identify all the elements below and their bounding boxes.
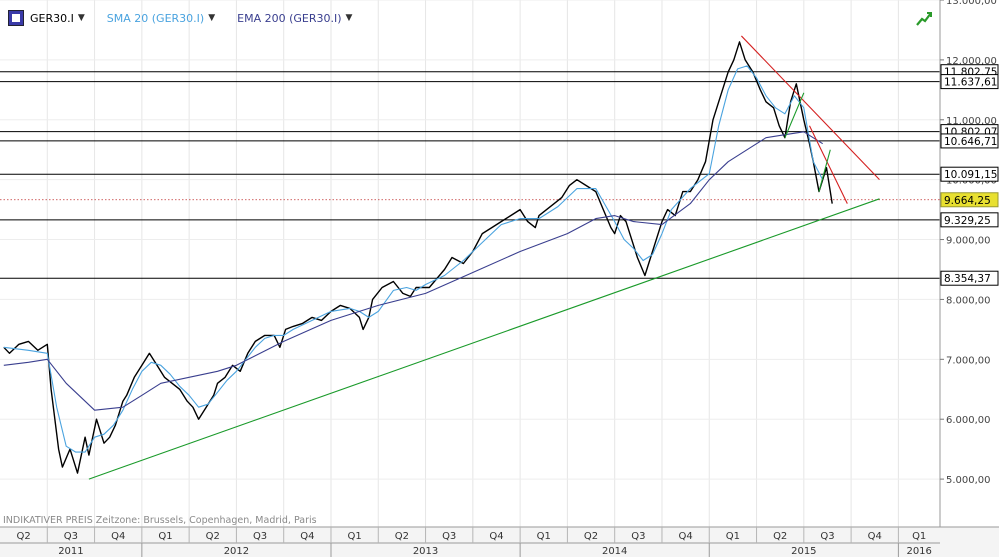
- level-label: 8.354,37: [944, 273, 991, 285]
- price-tick-label: 7.000,00: [946, 355, 991, 366]
- chart-legend: GER30.I ▼ SMA 20 (GER30.I) ▼ EMA 200 (GE…: [8, 9, 374, 27]
- price-tick-label: 8.000,00: [946, 295, 991, 306]
- price-series-line: [3, 41, 833, 474]
- level-label-box: [940, 133, 999, 149]
- quarter-label: Q4: [678, 531, 692, 542]
- quarter-label: Q3: [820, 531, 834, 542]
- price-tick-label: 11.000,00: [946, 116, 997, 127]
- trendline: [741, 35, 880, 181]
- trend-tool-icon[interactable]: [915, 10, 933, 28]
- chevron-down-icon: ▼: [345, 13, 353, 23]
- quarter-label: Q2: [584, 531, 598, 542]
- symbol-selector[interactable]: GER30.I ▼: [8, 10, 85, 26]
- year-label: 2011: [58, 546, 83, 557]
- chevron-down-icon: ▼: [208, 13, 216, 23]
- level-label: 9.329,25: [944, 215, 991, 227]
- quarter-label: Q2: [395, 531, 409, 542]
- time-axis-panel: [0, 527, 999, 557]
- trendline: [818, 149, 831, 192]
- footer-note: INDIKATIVER PREIS Zeitzone: Brussels, Co…: [3, 515, 317, 526]
- quarter-label: Q3: [631, 531, 645, 542]
- quarter-label: Q2: [17, 531, 31, 542]
- last-price-box: [940, 192, 999, 208]
- quarter-label: Q4: [868, 531, 882, 542]
- instrument-icon: [8, 10, 24, 26]
- trendline: [809, 125, 848, 204]
- symbol-label: GER30.I: [30, 11, 74, 25]
- grid-layer: [0, 0, 940, 527]
- year-label: 2015: [791, 546, 816, 557]
- quarter-label: Q4: [111, 531, 125, 542]
- level-label: 10.646,71: [944, 136, 997, 148]
- ema-label: EMA 200 (GER30.I): [237, 11, 342, 25]
- price-tick-label: 12.000,00: [946, 56, 997, 67]
- year-label: 2012: [224, 546, 249, 557]
- ema-indicator-selector[interactable]: EMA 200 (GER30.I) ▼: [237, 12, 352, 25]
- level-label-box: [940, 166, 999, 182]
- sma-label: SMA 20 (GER30.I): [106, 11, 205, 25]
- level-label: 10.091,15: [944, 169, 997, 181]
- sma-indicator-selector[interactable]: SMA 20 (GER30.I) ▼: [107, 12, 215, 25]
- price-tick-label: 6.000,00: [946, 415, 991, 426]
- quarter-label: Q3: [253, 531, 267, 542]
- quarter-label: Q1: [537, 531, 551, 542]
- quarter-label: Q1: [348, 531, 362, 542]
- quarter-label: Q4: [300, 531, 314, 542]
- quarter-label: Q4: [489, 531, 503, 542]
- ema-series-line: [3, 131, 823, 411]
- year-label: 2016: [906, 546, 931, 557]
- quarter-label: Q1: [158, 531, 172, 542]
- level-label-box: [940, 74, 999, 90]
- chevron-down-icon: ▼: [77, 13, 85, 23]
- sma-series-line: [3, 65, 824, 453]
- quarter-label: Q2: [773, 531, 787, 542]
- price-axis: 5.000,00 6.000,00 7.000,00 8.000,00 9.000,00…: [939, 0, 999, 527]
- level-label-box: [940, 212, 999, 228]
- price-tick-label: 5.000,00: [946, 475, 991, 486]
- year-label: 2014: [602, 546, 627, 557]
- price-tick-label: 13.000,00: [946, 0, 997, 7]
- trendline: [784, 92, 805, 138]
- trendline: [88, 198, 880, 480]
- quarter-label: Q1: [912, 531, 926, 542]
- year-label: 2013: [413, 546, 438, 557]
- price-tick-label: 9.000,00: [946, 236, 991, 247]
- level-label-box: [940, 270, 999, 286]
- level-label: 11.637,61: [944, 77, 997, 89]
- support-resistance-levels: [0, 71, 940, 279]
- quarter-label: Q3: [442, 531, 456, 542]
- trendlines-layer: [88, 35, 880, 480]
- series-layer: [3, 41, 833, 474]
- quarter-label: Q2: [206, 531, 220, 542]
- quarter-label: Q3: [64, 531, 78, 542]
- quarter-label: Q1: [726, 531, 740, 542]
- last-price-label: 9.664,25: [944, 195, 991, 207]
- time-axis: Q2 Q3 Q4 Q1 Q2 Q3 Q4 Q1 Q2 Q3 Q4 Q1 Q2 Q3 Q4 Q1 Q2 Q3 Q4 Q1…: [0, 526, 999, 557]
